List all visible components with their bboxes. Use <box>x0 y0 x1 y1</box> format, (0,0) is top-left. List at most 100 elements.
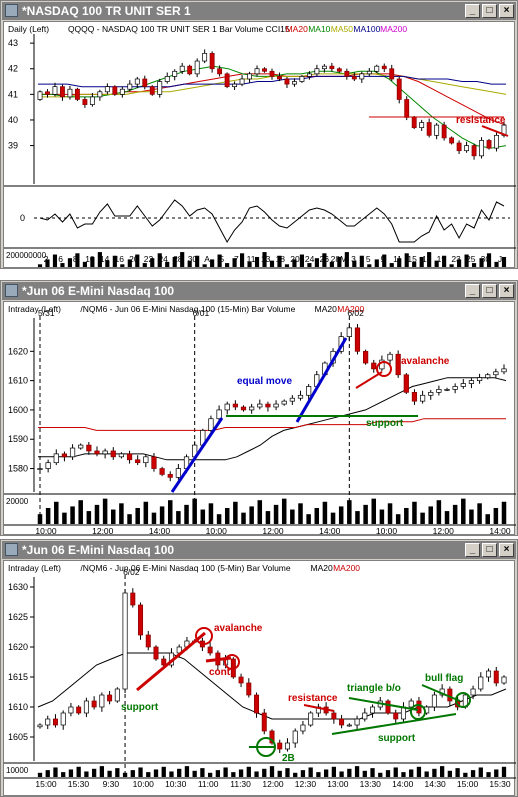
candle <box>306 73 312 77</box>
candle <box>37 724 43 728</box>
candle <box>52 86 58 95</box>
candle <box>385 700 391 714</box>
candle <box>134 78 140 85</box>
volume-bar <box>347 500 352 524</box>
x-tick-label-4: 14 <box>100 254 110 264</box>
volume-bar <box>277 255 282 267</box>
volume-bar <box>122 772 128 777</box>
volume-bar <box>401 772 406 777</box>
close-button[interactable]: × <box>499 284 514 298</box>
candle <box>321 65 327 70</box>
candle <box>493 670 499 684</box>
volume-bar <box>432 768 437 777</box>
daily-price-chart[interactable]: Daily (Left) QQQQ - NASDAQ 100 TR UNIT SE… <box>4 22 516 267</box>
volume-bar <box>452 504 458 524</box>
volume-bar <box>461 498 466 524</box>
volume-bar <box>494 769 499 777</box>
candle <box>161 658 167 666</box>
legend-item-0: Intraday (Left) <box>8 304 61 314</box>
volume-bar <box>404 507 409 524</box>
x-tick-label-27: 19 <box>437 254 447 264</box>
x-tick-label-30: 30 <box>481 254 491 264</box>
candle <box>118 453 125 458</box>
candle <box>78 444 84 449</box>
volume-bar <box>90 256 95 267</box>
annotation-resistance: resistance <box>456 115 506 126</box>
candle <box>104 86 110 93</box>
candle <box>239 78 245 85</box>
legend-item-1: QQQQ - NASDAQ 100 TR UNIT SER 1 Bar Volu… <box>68 24 290 34</box>
chart-panel[interactable]: Intraday (Left) /NQM6 - Jun 06 E-Mini Nas… <box>3 560 516 796</box>
candle <box>153 646 159 660</box>
candle <box>68 706 74 714</box>
intraday-5min-chart[interactable]: Intraday (Left) /NQM6 - Jun 06 E-Mini Nas… <box>4 561 516 795</box>
candle <box>69 447 76 458</box>
session-label-0: 5/31 <box>38 308 55 318</box>
volume-bar <box>247 261 252 267</box>
x-tick-label-10: 13:30 <box>360 779 382 789</box>
volume-bar <box>428 506 433 524</box>
volume-bar <box>457 259 462 267</box>
candle <box>289 397 295 402</box>
volume-bar <box>322 501 328 524</box>
volume-bar <box>239 253 245 267</box>
candle <box>159 468 165 475</box>
x-tick-label-6: 20 <box>129 254 139 264</box>
resistance-line <box>303 704 335 712</box>
legend-item-2: MA20 <box>286 24 308 34</box>
chart-window-icon[interactable] <box>5 543 18 556</box>
triangle-bo-circle <box>410 704 426 720</box>
maximize-button[interactable]: □ <box>482 4 497 18</box>
maximize-button[interactable]: □ <box>482 543 497 557</box>
volume-bar <box>84 771 89 777</box>
title-bar[interactable]: *NASDAQ 100 TR UNIT SER 1 _ □ × <box>2 2 516 20</box>
volume-bar <box>464 254 469 267</box>
volume-bar <box>419 256 424 267</box>
intraday-15min-chart[interactable]: Intraday (Left) /NQM6 - Jun 06 E-Mini Nas… <box>4 302 516 534</box>
minimize-button[interactable]: _ <box>465 543 480 557</box>
x-tick-label-4: 10:30 <box>165 779 187 789</box>
minimize-button[interactable]: _ <box>465 4 480 18</box>
volume-bar <box>200 509 206 524</box>
volume-bar <box>241 512 246 524</box>
title-bar[interactable]: *Jun 06 E-Mini Nasdaq 100 _ □ × <box>2 282 516 300</box>
volume-bar <box>382 254 387 267</box>
volume-bar <box>169 771 174 777</box>
y-tick-label-2: 1600 <box>8 405 28 415</box>
candle <box>400 706 406 720</box>
candle <box>468 380 475 384</box>
volume-bar <box>436 500 442 524</box>
candle <box>67 88 73 98</box>
maximize-button[interactable]: □ <box>482 284 497 298</box>
x-tick-label-3: 10:00 <box>133 779 155 789</box>
volume-bar <box>292 259 297 267</box>
volume-bar <box>207 772 213 777</box>
volume-bar <box>112 255 117 267</box>
chart-window-icon[interactable] <box>5 284 18 297</box>
volume-bar <box>493 507 499 524</box>
legend-item-4: MA50 <box>331 24 353 34</box>
volume-bar <box>374 259 379 267</box>
candle <box>60 86 65 98</box>
y-tick-label-1: 42 <box>8 64 18 74</box>
chart-window-icon[interactable] <box>5 4 18 17</box>
close-button[interactable]: × <box>499 4 514 18</box>
volume-bar <box>273 504 279 524</box>
equal-move-line-2 <box>295 337 348 423</box>
volume-bar <box>78 500 83 524</box>
close-button[interactable]: × <box>499 543 514 557</box>
volume-bar <box>338 506 344 524</box>
candle <box>240 406 247 411</box>
volume-bar <box>409 769 414 777</box>
title-bar[interactable]: *Jun 06 E-Mini Nasdaq 100 _ □ × <box>2 541 516 559</box>
candle <box>97 91 103 98</box>
chart-panel[interactable]: Intraday (Left) /NQM6 - Jun 06 E-Mini Nas… <box>3 301 516 535</box>
chart-panel[interactable]: Daily (Left) QQQQ - NASDAQ 100 TR UNIT SE… <box>3 21 516 268</box>
minimize-button[interactable]: _ <box>465 284 480 298</box>
candle <box>232 83 238 88</box>
candle <box>331 712 337 720</box>
volume-bar <box>354 766 360 777</box>
legend-item-3: MA200 <box>333 563 360 573</box>
legend-item-1: /NQM6 - Jun 06 E-Mini Nasdaq 100 (5-Min)… <box>80 563 290 573</box>
x-tick-label-11: 14:00 <box>392 779 414 789</box>
